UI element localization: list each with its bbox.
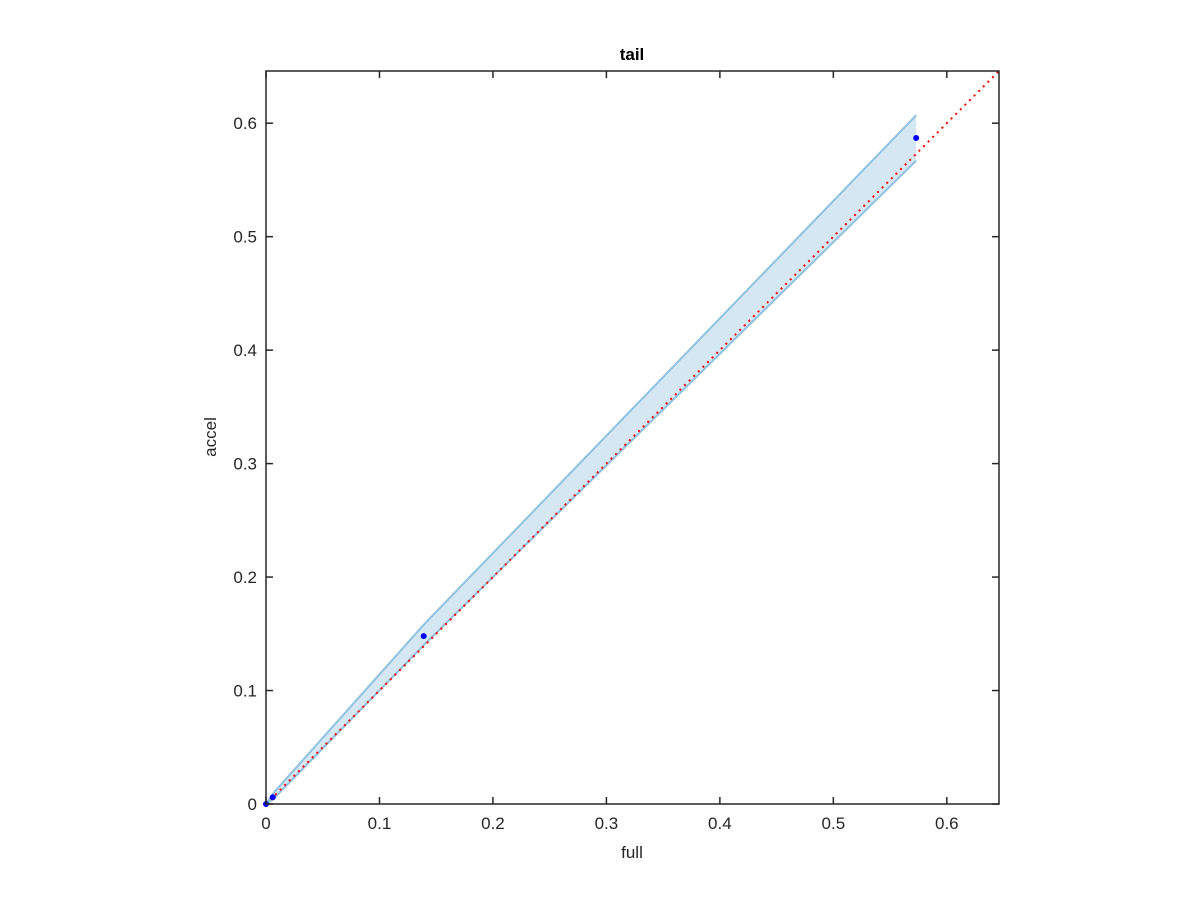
x-tick-label: 0 bbox=[261, 814, 270, 833]
y-tick-label: 0.2 bbox=[233, 568, 257, 587]
y-tick-label: 0.5 bbox=[233, 228, 257, 247]
plot-area: 0 0.1 0.2 0.3 0.4 0.5 0.6 0 0.1 0.2 0.3 0.4 0.5 0.6 bbox=[233, 70, 1000, 833]
y-tick-label: 0.6 bbox=[233, 114, 257, 133]
x-tick-label: 0.1 bbox=[368, 814, 392, 833]
band-upper-edge bbox=[265, 114, 917, 805]
data-point bbox=[269, 794, 276, 801]
x-tick-label: 0.4 bbox=[708, 814, 732, 833]
x-tick-label: 0.6 bbox=[935, 814, 959, 833]
y-axis-label: accel bbox=[201, 417, 220, 457]
band-lower-edge bbox=[265, 159, 917, 805]
y-tick-label: 0.4 bbox=[233, 341, 257, 360]
x-axis-label: full bbox=[621, 843, 643, 862]
x-tick-label: 0.2 bbox=[481, 814, 505, 833]
axes-box bbox=[265, 70, 1000, 805]
x-tick-label: 0.5 bbox=[822, 814, 846, 833]
y-tick-label: 0.1 bbox=[233, 682, 257, 701]
chart-title: tail bbox=[620, 45, 645, 64]
x-tick-label: 0.3 bbox=[595, 814, 619, 833]
data-point bbox=[420, 633, 427, 640]
confidence-band bbox=[266, 115, 917, 804]
data-point bbox=[913, 134, 920, 141]
y-tick-label: 0 bbox=[248, 795, 257, 814]
y-tick-label: 0.3 bbox=[233, 455, 257, 474]
